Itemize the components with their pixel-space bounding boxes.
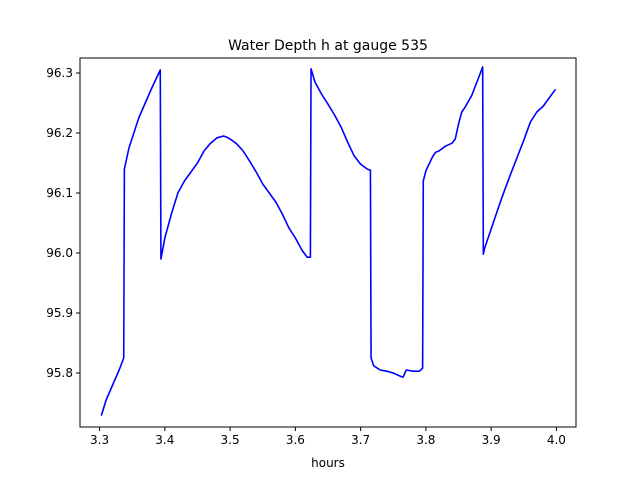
x-tick-label: 3.3: [90, 433, 109, 447]
y-tick-label: 96.1: [46, 186, 73, 200]
y-tick-label: 96.2: [46, 126, 73, 140]
chart-title: Water Depth h at gauge 535: [228, 38, 428, 54]
x-tick-label: 3.9: [482, 433, 501, 447]
x-tick-label: 3.5: [221, 433, 240, 447]
plot-frame: [79, 57, 577, 428]
y-tick-label: 96.0: [46, 246, 73, 260]
series-line-0: [100, 66, 556, 416]
x-tick-label: 3.7: [351, 433, 370, 447]
series-layer: [100, 66, 556, 416]
y-tick-label: 95.8: [46, 366, 73, 380]
y-axis-ticks: 95.8 95.9 96.0 96.1 96.2 96.3: [46, 66, 80, 380]
y-tick-label: 96.3: [46, 66, 73, 80]
plot-area: [80, 58, 576, 427]
y-tick-label: 95.9: [46, 306, 73, 320]
x-tick-label: 3.8: [416, 433, 435, 447]
x-axis-label: hours: [311, 456, 345, 470]
x-tick-label: 3.4: [155, 433, 174, 447]
x-tick-label: 4.0: [547, 433, 566, 447]
x-tick-label: 3.6: [286, 433, 305, 447]
x-axis-ticks: 3.3 3.4 3.5 3.6 3.7 3.8 3.9 4.0: [90, 427, 566, 447]
